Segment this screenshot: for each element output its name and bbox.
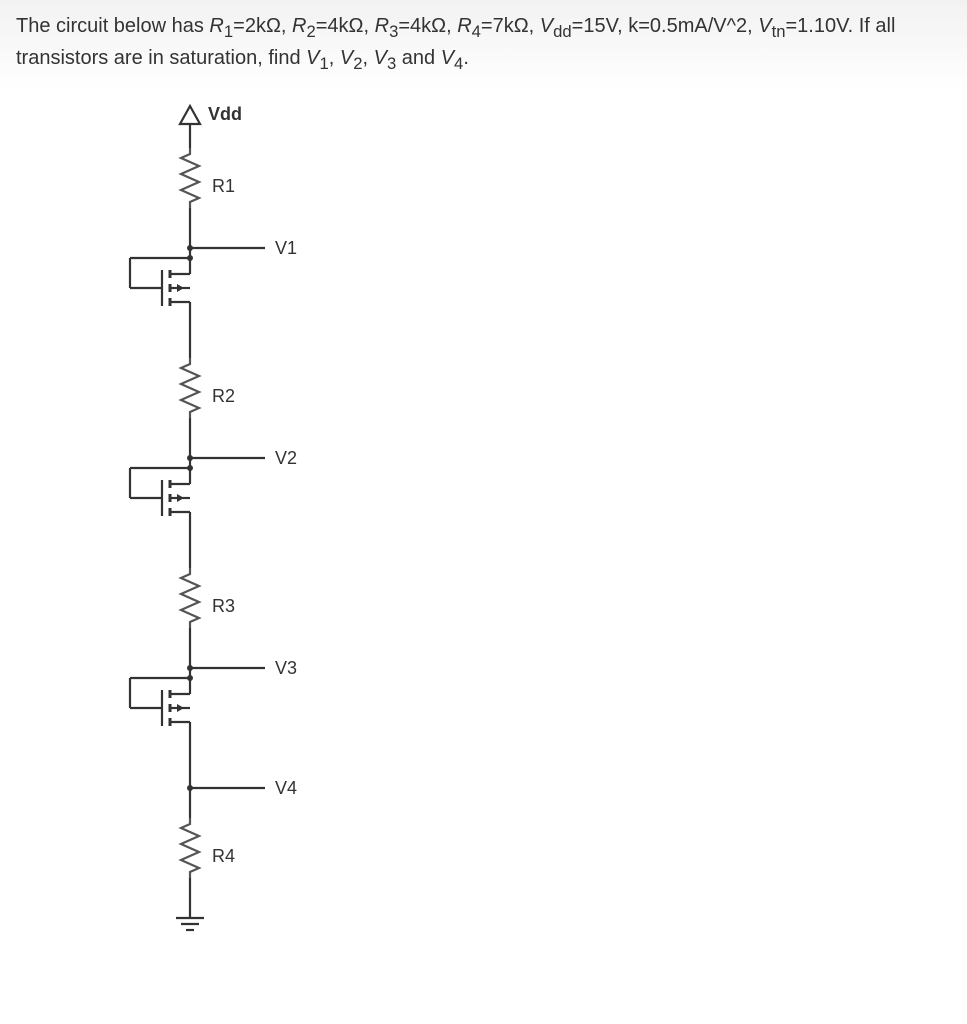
param: R2=4kΩ, <box>292 15 375 37</box>
find-var: V2, <box>340 47 374 69</box>
find-var: V1, <box>306 47 340 69</box>
resistor-r3 <box>181 568 199 628</box>
v1-label: V1 <box>275 238 297 258</box>
circuit-diagram: Vdd R1 V1 R2 V2 R3 V3 V4 R4 <box>80 100 400 1000</box>
param: R1=2kΩ, <box>209 15 292 37</box>
mosfet-m2 <box>130 458 193 538</box>
vdd-label: Vdd <box>208 104 242 124</box>
find-var: V3 and <box>374 47 441 69</box>
vdd-symbol <box>180 106 200 124</box>
r4-label: R4 <box>212 846 235 866</box>
v2-label: V2 <box>275 448 297 468</box>
resistor-r2 <box>181 358 199 418</box>
r2-label: R2 <box>212 386 235 406</box>
param: Vdd=15V, k=0.5mA/V^2, <box>540 15 758 37</box>
question-prefix: The circuit below has <box>16 15 209 37</box>
mosfet-m3 <box>130 668 193 748</box>
param: R4=7kΩ, <box>457 15 540 37</box>
resistor-r4 <box>181 818 199 878</box>
param: Vtn=1.10V. <box>758 15 858 37</box>
find-var: V4. <box>441 47 469 69</box>
v3-label: V3 <box>275 658 297 678</box>
resistor-r1 <box>181 148 199 208</box>
r1-label: R1 <box>212 176 235 196</box>
param: R3=4kΩ, <box>375 15 458 37</box>
problem-statement: The circuit below has R1=2kΩ, R2=4kΩ, R3… <box>0 0 967 116</box>
v4-label: V4 <box>275 778 297 798</box>
r3-label: R3 <box>212 596 235 616</box>
ground-symbol <box>176 918 204 930</box>
mosfet-m1 <box>130 248 193 328</box>
